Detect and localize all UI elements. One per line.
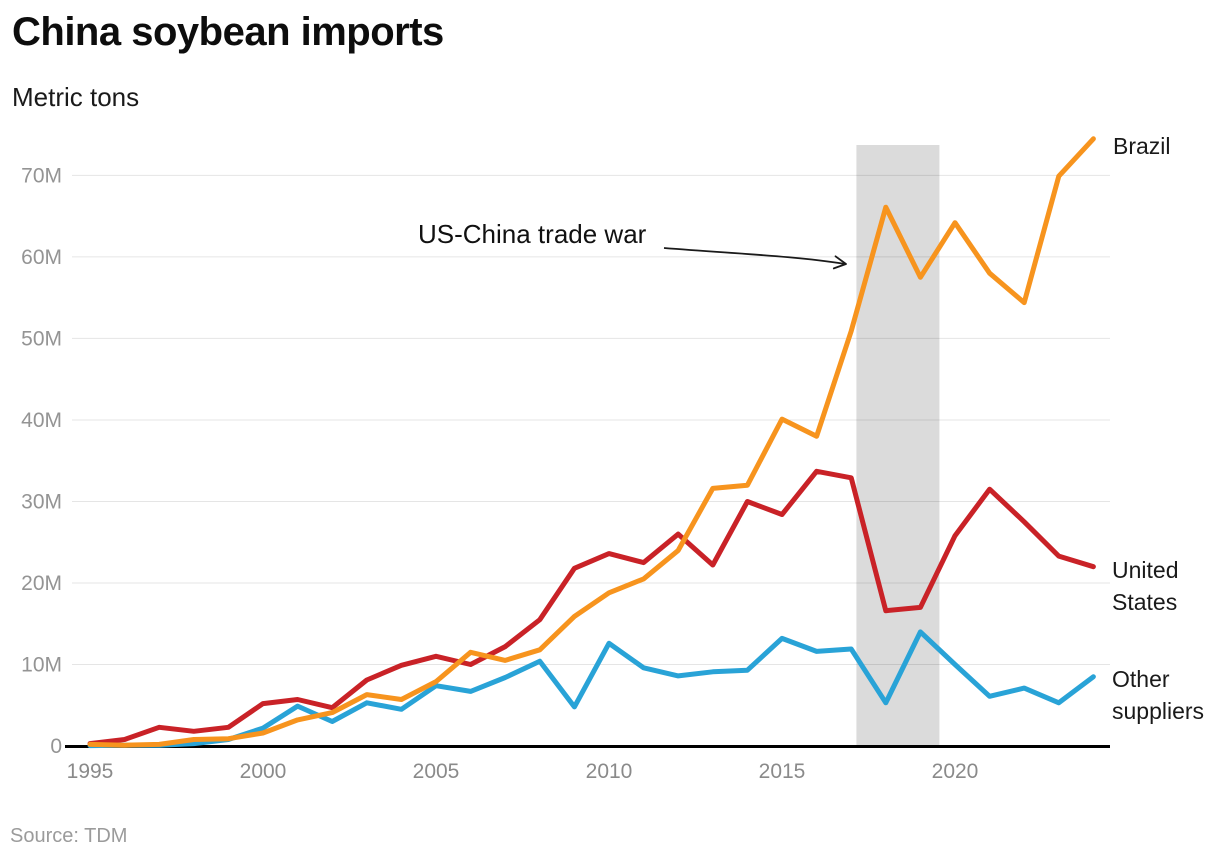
series-label-other-suppliers: Other suppliers: [1112, 666, 1205, 724]
y-axis-label: 70M: [21, 164, 62, 187]
trade-war-shaded-region: [856, 145, 940, 746]
y-axis-label: 20M: [21, 572, 62, 595]
annotation-arrow: [663, 247, 846, 265]
line-brazil: [87, 136, 1096, 748]
x-axis-label: 2020: [932, 760, 979, 783]
series-label-united-states: United States: [1112, 557, 1179, 615]
y-axis-label: 0: [50, 735, 62, 758]
annotation-arrowhead-icon: [832, 255, 847, 270]
trade-war-annotation-label: US-China trade war: [418, 219, 647, 249]
x-axis-label: 2015: [759, 760, 806, 783]
y-axis-label: 50M: [21, 327, 62, 350]
y-axis-label: 10M: [21, 654, 62, 677]
chart-units-label: Metric tons: [12, 82, 140, 112]
line-other-suppliers: [87, 629, 1096, 749]
x-axis-label: 2010: [586, 760, 633, 783]
x-axis-label: 2000: [240, 760, 287, 783]
y-axis-label: 60M: [21, 246, 62, 269]
x-axis-label: 2005: [413, 760, 460, 783]
line-united-states: [87, 468, 1096, 747]
series-label-brazil: Brazil: [1113, 133, 1171, 159]
x-axis-label: 1995: [67, 760, 114, 783]
soybean-imports-line-chart: 0 10M 20M 30M 40M 50M 60M 70M 1995 2000 2005 2010 20…: [21, 136, 1110, 783]
source-attribution: Source: TDM: [10, 825, 128, 847]
y-axis-label: 30M: [21, 491, 62, 514]
chart-title: China soybean imports: [12, 10, 444, 54]
y-axis-label: 40M: [21, 409, 62, 432]
